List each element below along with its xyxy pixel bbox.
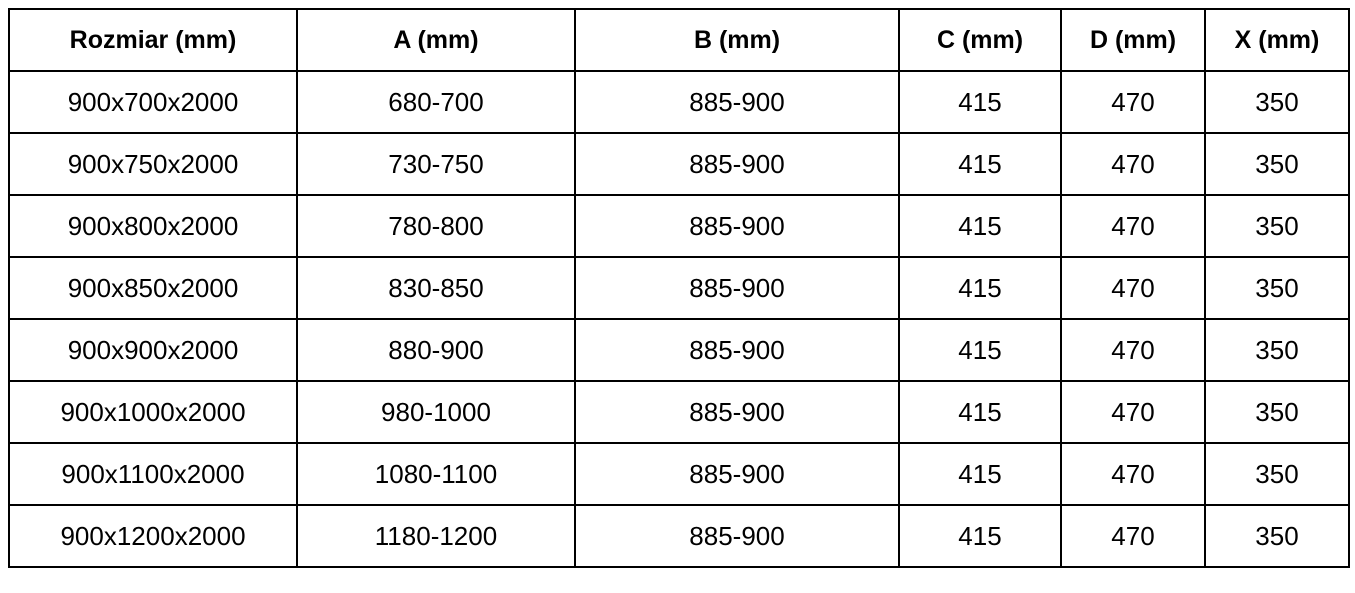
table-cell: 415 xyxy=(898,132,1062,196)
table-cell: 350 xyxy=(1204,194,1350,258)
table-row: 900x1100x2000 1080-1100 885-900 415 470 350 xyxy=(8,442,1350,506)
column-header: B (mm) xyxy=(574,8,900,72)
table-cell: 415 xyxy=(898,194,1062,258)
table-cell: 415 xyxy=(898,380,1062,444)
table-cell: 885-900 xyxy=(574,318,900,382)
column-header: A (mm) xyxy=(296,8,576,72)
table-cell: 885-900 xyxy=(574,380,900,444)
table-cell: 350 xyxy=(1204,380,1350,444)
table-cell: 830-850 xyxy=(296,256,576,320)
table-cell: 350 xyxy=(1204,318,1350,382)
table-cell: 900x900x2000 xyxy=(8,318,298,382)
table-cell: 470 xyxy=(1060,256,1206,320)
table-cell: 415 xyxy=(898,504,1062,568)
table-cell: 900x1200x2000 xyxy=(8,504,298,568)
table-cell: 350 xyxy=(1204,504,1350,568)
table-cell: 900x800x2000 xyxy=(8,194,298,258)
table-cell: 415 xyxy=(898,256,1062,320)
table-row: 900x750x2000 730-750 885-900 415 470 350 xyxy=(8,132,1350,196)
table-cell: 470 xyxy=(1060,442,1206,506)
table-row: 900x1000x2000 980-1000 885-900 415 470 350 xyxy=(8,380,1350,444)
table-cell: 470 xyxy=(1060,318,1206,382)
table-cell: 1180-1200 xyxy=(296,504,576,568)
table-cell: 900x700x2000 xyxy=(8,70,298,134)
table-row: 900x1200x2000 1180-1200 885-900 415 470 350 xyxy=(8,504,1350,568)
table-cell: 900x850x2000 xyxy=(8,256,298,320)
column-header: X (mm) xyxy=(1204,8,1350,72)
table-cell: 470 xyxy=(1060,504,1206,568)
dimensions-table: Rozmiar (mm) A (mm) B (mm) C (mm) D (mm) X (m… xyxy=(8,8,1350,568)
table-cell: 1080-1100 xyxy=(296,442,576,506)
table-cell: 470 xyxy=(1060,132,1206,196)
table-cell: 350 xyxy=(1204,442,1350,506)
table-cell: 350 xyxy=(1204,132,1350,196)
column-header: Rozmiar (mm) xyxy=(8,8,298,72)
table-cell: 885-900 xyxy=(574,256,900,320)
table-cell: 900x1100x2000 xyxy=(8,442,298,506)
table-cell: 885-900 xyxy=(574,504,900,568)
table-cell: 880-900 xyxy=(296,318,576,382)
table-cell: 415 xyxy=(898,70,1062,134)
table-body: 900x700x2000 680-700 885-900 415 470 350 900x7… xyxy=(8,70,1350,568)
table-cell: 680-700 xyxy=(296,70,576,134)
table-cell: 350 xyxy=(1204,256,1350,320)
table-cell: 730-750 xyxy=(296,132,576,196)
table-cell: 885-900 xyxy=(574,70,900,134)
table-cell: 900x1000x2000 xyxy=(8,380,298,444)
header-row: Rozmiar (mm) A (mm) B (mm) C (mm) D (mm) X (m… xyxy=(8,8,1350,72)
table-cell: 980-1000 xyxy=(296,380,576,444)
table-cell: 885-900 xyxy=(574,194,900,258)
table-cell: 885-900 xyxy=(574,132,900,196)
table-row: 900x850x2000 830-850 885-900 415 470 350 xyxy=(8,256,1350,320)
column-header: D (mm) xyxy=(1060,8,1206,72)
table-row: 900x700x2000 680-700 885-900 415 470 350 xyxy=(8,70,1350,134)
table-cell: 470 xyxy=(1060,380,1206,444)
table-cell: 900x750x2000 xyxy=(8,132,298,196)
table-cell: 885-900 xyxy=(574,442,900,506)
table-cell: 350 xyxy=(1204,70,1350,134)
column-header: C (mm) xyxy=(898,8,1062,72)
table-cell: 470 xyxy=(1060,194,1206,258)
table-cell: 415 xyxy=(898,318,1062,382)
table-cell: 780-800 xyxy=(296,194,576,258)
table-row: 900x800x2000 780-800 885-900 415 470 350 xyxy=(8,194,1350,258)
table-cell: 470 xyxy=(1060,70,1206,134)
table-row: 900x900x2000 880-900 885-900 415 470 350 xyxy=(8,318,1350,382)
table-cell: 415 xyxy=(898,442,1062,506)
